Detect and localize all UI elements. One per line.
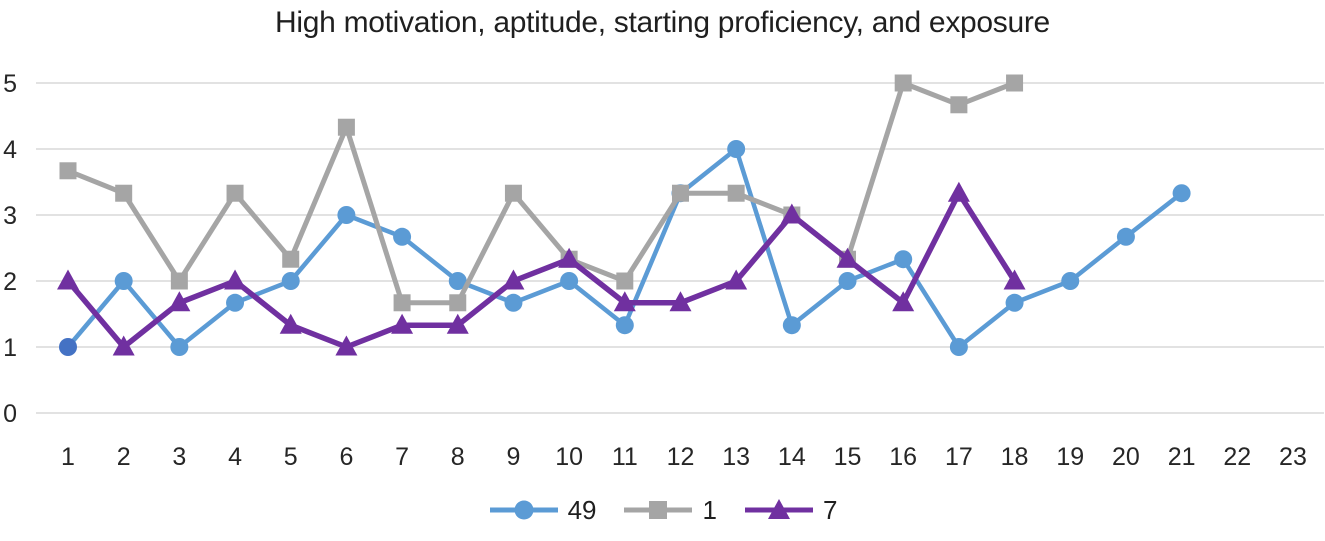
chart-title: High motivation, aptitude, starting prof… <box>275 6 1050 39</box>
legend-triangle-icon <box>744 499 813 519</box>
y-tick-label: 3 <box>3 202 17 230</box>
series-7-marker <box>224 269 247 290</box>
x-tick-label: 2 <box>117 443 131 471</box>
y-tick-label: 1 <box>3 334 17 362</box>
series-49-marker <box>894 250 913 269</box>
series-1-marker <box>1006 74 1024 92</box>
series-49-marker <box>114 272 133 290</box>
legend-label: 1 <box>702 495 717 525</box>
x-tick-label: 11 <box>612 443 638 471</box>
series-7-marker <box>836 247 859 268</box>
series-1-marker <box>115 184 133 202</box>
y-tick-label: 4 <box>3 136 17 164</box>
series-7-marker <box>112 335 135 356</box>
series-7-marker <box>279 313 302 334</box>
x-tick-label: 19 <box>1056 443 1084 471</box>
series-1-marker <box>950 96 968 114</box>
series-1-marker <box>337 118 355 136</box>
series-1-marker <box>449 294 467 312</box>
series-1-marker <box>393 294 411 312</box>
series-1-marker <box>226 184 244 202</box>
series-49-marker <box>226 293 245 312</box>
series-49-marker <box>727 140 746 158</box>
x-tick-label: 10 <box>555 443 583 471</box>
series-49-marker <box>1061 272 1080 290</box>
series-7-marker <box>1003 269 1026 290</box>
legend-circle-icon <box>489 500 558 520</box>
series-7-marker <box>391 313 414 334</box>
series-49-marker <box>1172 184 1191 203</box>
series-7-marker <box>669 291 692 312</box>
series-49-marker <box>448 272 467 290</box>
x-tick-label: 20 <box>1112 443 1140 471</box>
legend-item-7: 7 <box>743 497 837 523</box>
x-tick-label: 3 <box>172 443 186 471</box>
series-49-marker <box>782 316 801 335</box>
series-49-marker <box>281 272 300 290</box>
series-1-marker <box>894 74 912 92</box>
legend-item-1: 1 <box>622 495 717 525</box>
x-tick-label: 4 <box>228 443 242 471</box>
series-49-marker <box>170 338 189 356</box>
series-49-marker <box>393 227 412 246</box>
legend-label: 49 <box>567 495 597 525</box>
x-tick-label: 23 <box>1279 443 1307 471</box>
x-tick-label: 1 <box>61 443 75 471</box>
x-tick-label: 18 <box>1001 443 1029 471</box>
series-1-marker <box>504 184 522 202</box>
series-1-marker <box>671 184 689 202</box>
x-tick-label: 21 <box>1168 443 1196 471</box>
x-tick-label: 6 <box>339 443 353 471</box>
series-7-marker <box>168 291 191 312</box>
series-1-marker <box>282 250 300 268</box>
series-49-marker <box>838 272 857 290</box>
series-7-marker <box>780 203 803 224</box>
series-49-marker <box>504 293 523 312</box>
series-1-marker <box>170 272 188 290</box>
x-tick-label: 12 <box>667 443 695 471</box>
legend-square-icon <box>624 501 693 519</box>
series-49-marker <box>59 338 77 356</box>
series-7-marker <box>892 291 915 312</box>
series-7-marker <box>502 269 525 290</box>
x-tick-label: 16 <box>889 443 917 471</box>
x-tick-label: 9 <box>506 443 520 471</box>
series-7-marker <box>947 181 970 202</box>
series-1-line <box>65 80 1018 306</box>
y-tick-label: 2 <box>3 268 17 296</box>
series-49-marker <box>337 206 356 224</box>
series-1-marker <box>59 162 77 180</box>
series-7-marker <box>725 269 748 290</box>
series-7-marker <box>613 291 636 312</box>
series-49-marker <box>1116 227 1135 246</box>
x-tick-label: 17 <box>945 443 973 471</box>
legend-item-49: 49 <box>488 495 597 525</box>
chart-legend: 49 1 7 <box>0 497 1325 523</box>
series-7-marker <box>57 269 79 290</box>
x-tick-label: 15 <box>834 443 862 471</box>
x-tick-label: 7 <box>395 443 409 471</box>
series-1-marker <box>616 272 634 290</box>
x-tick-label: 22 <box>1223 443 1251 471</box>
x-tick-label: 5 <box>284 443 298 471</box>
series-49-marker <box>615 316 634 335</box>
series-49-marker <box>949 338 968 356</box>
series-7-marker <box>446 313 469 334</box>
x-tick-label: 13 <box>722 443 750 471</box>
x-tick-label: 8 <box>451 443 465 471</box>
series-1-marker <box>727 184 745 202</box>
series-7-marker <box>558 247 581 268</box>
x-tick-label: 14 <box>778 443 806 471</box>
legend-label: 7 <box>822 495 838 525</box>
series-7-marker <box>335 335 358 356</box>
y-tick-label: 0 <box>3 400 17 428</box>
series-49-marker <box>1005 293 1024 312</box>
y-tick-label: 5 <box>3 70 17 98</box>
series-49-marker <box>560 272 579 290</box>
